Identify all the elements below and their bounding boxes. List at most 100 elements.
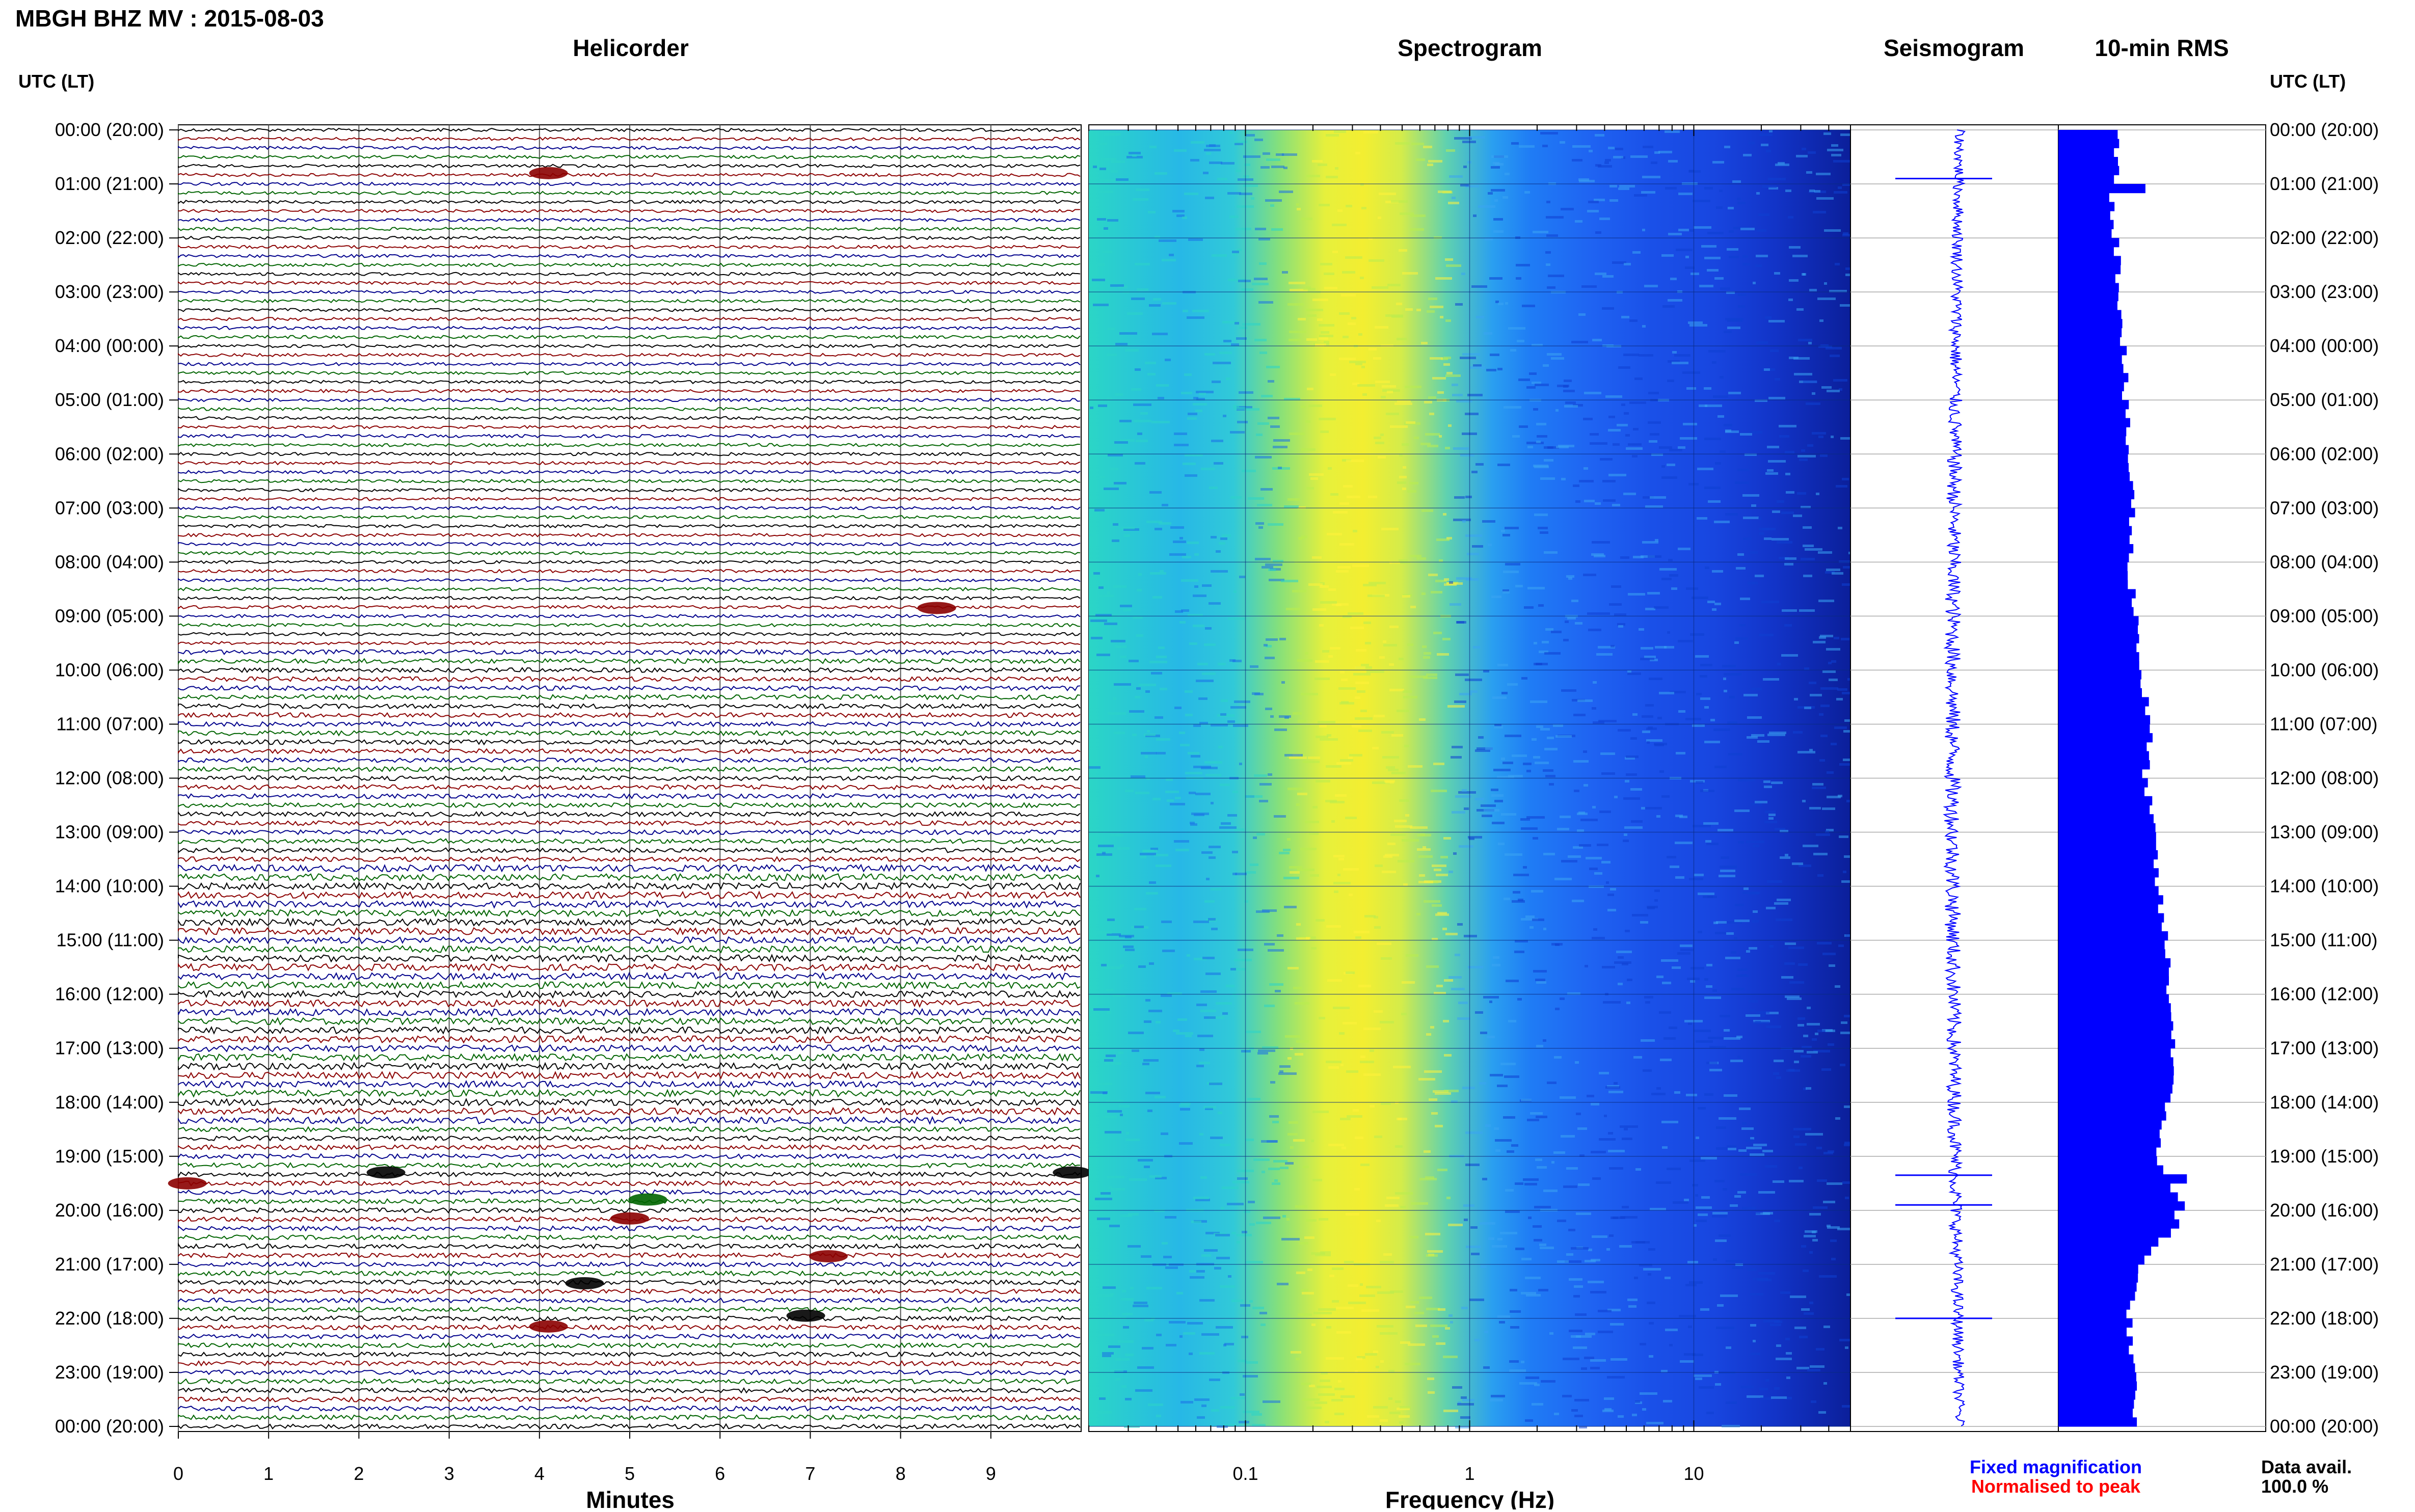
- spectrogram-cell: [1704, 438, 1721, 440]
- spectrogram-cell: [1445, 933, 1458, 935]
- spectrogram-cell: [1443, 1020, 1449, 1022]
- spectrogram-cell: [1269, 983, 1283, 986]
- spectrogram-cell: [1813, 1206, 1828, 1209]
- spectrogram-cell: [1345, 256, 1362, 259]
- spectrogram-cell: [1734, 937, 1737, 939]
- spectrogram-cell: [1332, 251, 1338, 253]
- spectrogram-cell: [1571, 341, 1588, 343]
- spectrogram-cell: [1761, 601, 1779, 603]
- spectrogram-cell: [1475, 463, 1484, 466]
- spectrogram-cell: [1535, 384, 1549, 386]
- spectrogram-cell: [1464, 1219, 1468, 1221]
- helicorder-trace: [178, 739, 1081, 746]
- spectrogram-cell: [1634, 194, 1647, 197]
- spectrogram-cell: [1329, 1275, 1334, 1277]
- spectrogram-cell: [1804, 1235, 1816, 1237]
- spectrogram-cell: [1765, 1379, 1769, 1382]
- spectrogram-cell: [1155, 1177, 1167, 1179]
- spectrogram-cell: [1515, 1182, 1523, 1185]
- right-time-label: 03:00 (23:00): [2270, 281, 2379, 302]
- spectrogram-cell: [1802, 1046, 1812, 1048]
- spectrogram-cell: [1360, 1061, 1374, 1063]
- spectrogram-cell: [1319, 624, 1324, 627]
- spectrogram-cell: [1823, 1201, 1835, 1203]
- spectrogram-cell: [1523, 866, 1527, 869]
- spectrogram-cell: [1263, 152, 1270, 155]
- spectrogram-cell: [1259, 352, 1267, 354]
- spectrogram-cell: [1105, 1062, 1121, 1065]
- spectrogram-cell: [1190, 1276, 1204, 1279]
- spectrogram-cell: [1777, 899, 1791, 901]
- spectrogram-cell: [1103, 1286, 1116, 1289]
- spectrogram-cell: [1174, 433, 1187, 435]
- spectrogram-cell: [1302, 1398, 1320, 1401]
- spectrogram-cell: [1138, 1159, 1153, 1162]
- spectrogram-cell: [1493, 956, 1499, 959]
- spectrogram-cell: [1287, 303, 1304, 306]
- spectrogram-cell: [1513, 874, 1529, 876]
- helicorder-trace: [178, 407, 1081, 412]
- spectrogram-cell: [1123, 946, 1134, 948]
- spectrogram-cell: [1817, 874, 1823, 877]
- spectrogram-cell: [1826, 829, 1834, 831]
- spectrogram-cell: [1311, 1252, 1325, 1255]
- spectrogram-cell: [1236, 337, 1247, 340]
- rms-bar: [2058, 472, 2130, 481]
- spectrogram-cell: [1502, 534, 1510, 536]
- spectrogram-cell: [1619, 1245, 1632, 1248]
- helicorder-trace: [178, 1089, 1081, 1098]
- spectrogram-cell: [1505, 1210, 1520, 1213]
- spectrogram-cell: [1583, 750, 1587, 753]
- spectrogram-cell: [1115, 1358, 1130, 1361]
- spectrogram-cell: [1737, 1056, 1740, 1058]
- spectrogram-cell: [1834, 191, 1847, 194]
- spectrogram-cell: [1579, 1154, 1585, 1157]
- spectrogram-cell: [1827, 796, 1841, 798]
- spectrogram-cell: [1618, 625, 1623, 628]
- spectrogram-cell: [1843, 730, 1850, 733]
- spectrogram-cell: [1607, 894, 1614, 896]
- spectrogram-cell: [1629, 319, 1638, 322]
- spectrogram-cell: [1786, 1069, 1800, 1072]
- spectrogram-cell: [1306, 1219, 1317, 1222]
- spectrogram-cell: [1107, 354, 1117, 356]
- left-time-label: 13:00 (09:00): [55, 822, 164, 843]
- spectrogram-cell: [1491, 155, 1508, 158]
- spectrogram-cell: [1816, 197, 1834, 200]
- spectrogram-cell: [1724, 690, 1727, 692]
- spectrogram-cell: [1305, 821, 1319, 823]
- spectrogram-cell: [1504, 898, 1510, 900]
- spectrogram-cell: [1692, 1184, 1698, 1186]
- spectrogram-cell: [1603, 1001, 1621, 1004]
- spectrogram-cell: [1428, 160, 1442, 163]
- spectrogram-cell: [1764, 786, 1772, 788]
- spectrogram-cell: [1197, 663, 1208, 665]
- spectrogram-cell: [1572, 145, 1591, 148]
- spectrogram-cell: [1560, 816, 1571, 818]
- spectrogram-cell: [1822, 807, 1835, 810]
- spectrogram-cell: [1265, 563, 1282, 566]
- spectrogram-cell: [1354, 1188, 1360, 1191]
- spectrogram-cell: [1753, 1340, 1756, 1342]
- helicorder-trace: [178, 218, 1081, 223]
- spectrogram-cell: [1687, 1261, 1698, 1263]
- spectrogram-cell: [1602, 966, 1615, 968]
- spectrogram-cell: [1240, 1393, 1245, 1396]
- spectrogram-cell: [1518, 899, 1523, 901]
- spectrogram-cell: [1407, 490, 1416, 493]
- spectrogram-cell: [1807, 1023, 1820, 1025]
- spectrogram-cell: [1308, 404, 1322, 407]
- spectrogram-cell: [1758, 517, 1761, 520]
- spectrogram-cell: [1427, 1378, 1434, 1380]
- spectrogram-cell: [1427, 310, 1435, 313]
- spectrogram-cell: [1383, 855, 1392, 858]
- spectrogram-cell: [1823, 1326, 1830, 1328]
- spectrogram-cell: [1227, 1203, 1244, 1205]
- spectrogram-cell: [1347, 496, 1360, 498]
- spectrogram-cell: [1825, 571, 1835, 574]
- spectrogram-cell: [1697, 468, 1713, 470]
- spectrogram-cell: [1608, 1150, 1625, 1152]
- spectrogram-cell: [1232, 253, 1238, 256]
- left-time-label: 07:00 (03:00): [55, 497, 164, 518]
- spectrogram-cell: [1845, 1197, 1849, 1199]
